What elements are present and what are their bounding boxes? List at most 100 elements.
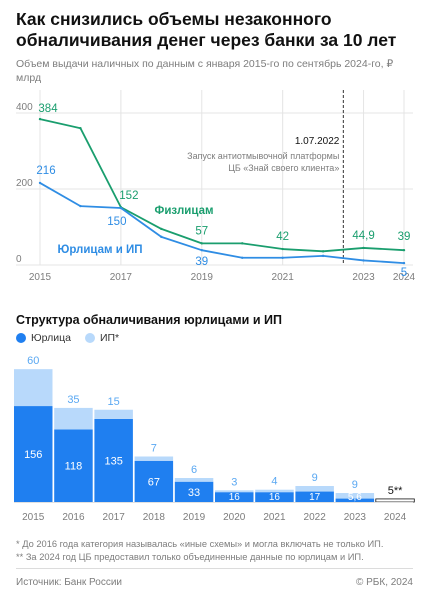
data-label: 216 — [36, 165, 55, 177]
bar-ip-2019 — [174, 478, 214, 482]
bar-legal-2023 — [335, 498, 375, 502]
data-label: 42 — [276, 231, 289, 243]
data-point — [119, 206, 123, 210]
bar-legal-2019 — [174, 481, 214, 502]
data-point — [38, 117, 42, 121]
data-point — [281, 256, 284, 259]
data-point — [79, 127, 82, 130]
x-tick-label: 2021 — [272, 272, 295, 283]
data-point — [402, 248, 406, 252]
bar-label-ip: 7 — [151, 442, 157, 454]
data-label: 384 — [38, 103, 58, 115]
data-point — [241, 242, 244, 245]
bar-category-label: 2017 — [103, 512, 126, 523]
x-tick-label: 2023 — [352, 272, 375, 283]
series-line-individuals — [39, 118, 405, 253]
legend-dot-ip-icon — [84, 333, 95, 343]
data-point — [321, 250, 325, 253]
bar-ip-2021 — [255, 489, 294, 493]
bar-label-legal: 33 — [188, 487, 200, 499]
legend-label-ip: ИП* — [99, 332, 120, 344]
bar-label-legal: 156 — [24, 449, 42, 461]
bar-category-label: 2015 — [22, 512, 45, 523]
bar-ip-2023 — [335, 493, 375, 499]
data-label: 39 — [398, 231, 411, 243]
bar-label-ip: 15 — [108, 396, 120, 408]
bar-label-legal: 67 — [148, 476, 160, 488]
bar-ip-2020 — [215, 490, 254, 493]
bar-legal-2020 — [215, 492, 254, 502]
data-point — [281, 247, 284, 251]
bar-label-ip: 6 — [191, 464, 197, 476]
bar-chart-title: Структура обналичивания юрлицами и ИП — [16, 313, 282, 327]
data-point — [38, 181, 42, 185]
x-tick-label: 2017 — [110, 272, 133, 283]
legend-item-ip: ИП* — [84, 332, 120, 344]
bar-legal-2015 — [14, 406, 53, 502]
data-label: 57 — [195, 225, 208, 237]
x-tick-label: 2024 — [393, 272, 416, 283]
chart-subtitle: Объем выдачи наличных по данным с января… — [16, 58, 394, 84]
credit-text: © РБК, 2024 — [355, 577, 413, 588]
bar-ip-2018 — [134, 456, 174, 461]
data-point — [241, 256, 244, 259]
page-title: Как снизились объемы незаконного обналич… — [16, 9, 397, 50]
legend-item-legal: Юрлица — [16, 332, 71, 344]
bar-category-label: 2023 — [344, 512, 367, 523]
bar-legal-2017 — [94, 418, 133, 502]
bar-category-label: 2022 — [304, 512, 327, 523]
data-point — [321, 254, 325, 258]
bar-legal-2021 — [255, 492, 294, 502]
series-line-legal-entities — [39, 182, 405, 264]
bar-label-ip: 4 — [271, 476, 277, 488]
bar-label-ip: 9 — [352, 479, 358, 491]
bar-label-ip: 5** — [388, 485, 403, 497]
data-label: 5 — [401, 267, 407, 279]
bar-label-ip: 3 — [231, 476, 237, 488]
bar-chart: 156 60 2015 118 35 2016 135 15 2017 67 7 2018 33 6 201… — [14, 355, 415, 523]
legend-label-legal: Юрлица — [31, 332, 71, 344]
bar-ip-2016 — [54, 407, 93, 430]
data-label: 150 — [107, 216, 126, 228]
source-text: Источник: Банк России — [16, 577, 123, 588]
series-label-individuals: Физлицам — [155, 205, 214, 217]
line-chart: 0 200 400 2015 2017 2019 2021 2023 2024 1.07.2022… — [16, 90, 416, 283]
bar-category-label: 2024 — [384, 512, 407, 523]
bar-category-label: 2021 — [263, 512, 286, 523]
annotation-date: 1.07.2022 — [295, 136, 340, 147]
data-point — [79, 204, 82, 208]
bar-label-legal: 16 — [229, 492, 241, 503]
bar-ip-2015 — [14, 369, 53, 407]
annotation-text-1: Запуск антиотмывочной платформы — [187, 151, 339, 161]
bar-category-label: 2016 — [62, 512, 85, 523]
data-point — [362, 259, 365, 262]
y-tick-label: 0 — [16, 254, 22, 265]
bar-label-ip: 60 — [27, 355, 39, 367]
bar-label-legal: 135 — [104, 455, 122, 467]
bar-label-ip: 9 — [312, 472, 318, 484]
data-label: 39 — [195, 256, 208, 268]
data-point — [362, 246, 365, 250]
footer-divider — [16, 568, 413, 569]
data-point — [200, 248, 203, 252]
bar-label-legal: 17 — [309, 492, 321, 503]
bar-legal-2022 — [295, 491, 334, 502]
footnote-2: ** За 2024 год ЦБ предоставил только объ… — [16, 552, 364, 562]
footnote-1: * До 2016 года категория называлась «ины… — [16, 539, 384, 549]
data-point — [402, 261, 406, 265]
data-label: 44,9 — [352, 230, 374, 242]
legend-dot-legal-icon — [16, 333, 26, 343]
bar-ip-2022 — [295, 486, 334, 492]
x-tick-label: 2015 — [29, 272, 52, 283]
bar-category-label: 2018 — [143, 512, 166, 523]
bar-label-legal: 5,6 — [348, 492, 362, 503]
bar-legal-2016 — [54, 429, 93, 502]
footnotes: * До 2016 года категория называлась «ины… — [16, 538, 416, 564]
x-tick-label: 2019 — [191, 272, 214, 283]
y-tick-label: 200 — [16, 178, 33, 189]
bar-ip-2024 — [375, 498, 415, 503]
bar-label-legal: 16 — [269, 492, 281, 503]
bar-label-legal: 118 — [65, 461, 83, 473]
data-label: 152 — [119, 190, 138, 202]
series-label-legal-entities: Юрлицам и ИП — [57, 244, 142, 256]
